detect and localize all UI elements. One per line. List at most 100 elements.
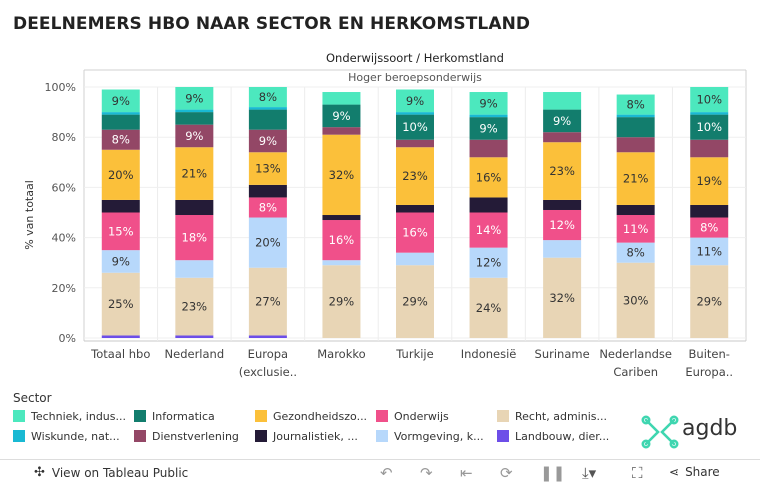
bar-segment[interactable] <box>248 197 287 218</box>
legend-item[interactable]: Wiskunde, nat... <box>13 428 120 444</box>
bar-segment[interactable] <box>248 152 287 185</box>
redo-icon[interactable]: ↷ <box>420 464 433 482</box>
bar-segment[interactable] <box>543 109 582 133</box>
bar-segment[interactable] <box>469 247 508 278</box>
bar-segment[interactable] <box>322 134 361 216</box>
bar-segment[interactable] <box>543 142 582 200</box>
legend-item[interactable]: Onderwijs <box>376 408 449 424</box>
bar-segment[interactable] <box>175 260 214 278</box>
bar-segment[interactable] <box>690 139 729 158</box>
bar-segment[interactable] <box>543 257 582 338</box>
refresh-icon[interactable]: ⟳ <box>500 464 513 482</box>
bar-segment[interactable] <box>396 114 434 140</box>
bar-segment[interactable] <box>248 109 287 130</box>
bar-segment[interactable] <box>690 157 729 205</box>
undo-icon[interactable]: ↶ <box>380 464 393 482</box>
pause-icon[interactable]: ❚❚ <box>540 464 566 482</box>
bar-segment[interactable] <box>101 335 140 338</box>
bar-segment[interactable] <box>322 104 361 128</box>
legend-item[interactable]: Informatica <box>134 408 215 424</box>
bar-segment[interactable] <box>175 87 214 110</box>
bar-segment[interactable] <box>543 209 582 241</box>
legend-item[interactable]: Vormgeving, k... <box>376 428 484 444</box>
bar-segment[interactable] <box>616 262 655 338</box>
bar-segment[interactable] <box>396 147 434 205</box>
bar-segment[interactable] <box>469 197 508 213</box>
bar-segment[interactable] <box>616 152 655 205</box>
legend-item[interactable]: Journalistiek, ... <box>255 428 358 444</box>
bar-segment[interactable] <box>396 139 434 148</box>
bar-segment[interactable] <box>175 112 214 125</box>
bar-segment[interactable] <box>616 137 655 153</box>
bar-segment[interactable] <box>175 124 214 148</box>
bar-segment[interactable] <box>322 92 361 105</box>
bar-segment[interactable] <box>690 204 729 218</box>
bar-segment[interactable] <box>543 132 582 143</box>
bar-segment[interactable] <box>101 212 140 251</box>
legend-item[interactable]: Landbouw, dier... <box>497 428 609 444</box>
bar-segment[interactable] <box>248 87 287 108</box>
bar-segment[interactable] <box>469 92 508 115</box>
legend-item[interactable]: Techniek, indus... <box>13 408 126 424</box>
download-icon[interactable]: ⤓▾ <box>582 464 597 482</box>
bar-segment[interactable] <box>101 114 140 130</box>
bar-segment[interactable] <box>690 112 729 115</box>
bar-segment[interactable] <box>175 335 214 338</box>
bar-segment[interactable] <box>690 217 729 238</box>
bar-segment[interactable] <box>175 147 214 200</box>
bar-segment[interactable] <box>248 184 287 198</box>
bar-segment[interactable] <box>248 129 287 153</box>
bar-segment[interactable] <box>396 212 434 253</box>
bar-segment[interactable] <box>101 149 140 200</box>
bar-segment[interactable] <box>616 114 655 118</box>
bar-segment[interactable] <box>101 129 140 150</box>
bar-segment[interactable] <box>101 112 140 115</box>
bar-segment[interactable] <box>396 89 434 113</box>
bar-segment[interactable] <box>690 237 729 266</box>
legend-item[interactable]: Recht, adminis... <box>497 408 607 424</box>
bar-segment[interactable] <box>469 157 508 198</box>
bar-segment[interactable] <box>322 127 361 135</box>
bar-segment[interactable] <box>101 272 140 336</box>
legend-item[interactable]: Gezondheidszo... <box>255 408 367 424</box>
bar-segment[interactable] <box>616 204 655 216</box>
bar-segment[interactable] <box>101 250 140 273</box>
bar-segment[interactable] <box>616 94 655 115</box>
bar-segment[interactable] <box>616 117 655 138</box>
share-button[interactable]: ⋖ Share <box>669 465 720 479</box>
bar-segment[interactable] <box>322 215 361 221</box>
bar-segment[interactable] <box>101 89 140 113</box>
bar-segment[interactable] <box>469 212 508 248</box>
bar-segment[interactable] <box>101 199 140 213</box>
bar-segment[interactable] <box>396 252 434 266</box>
bar-segment[interactable] <box>543 199 582 210</box>
bar-segment[interactable] <box>469 117 508 140</box>
bar-segment[interactable] <box>248 335 287 338</box>
bar-segment[interactable] <box>175 277 214 336</box>
legend-item[interactable]: Dienstverlening <box>134 428 239 444</box>
bar-segment[interactable] <box>690 114 729 140</box>
bar-segment[interactable] <box>469 277 508 338</box>
bar-segment[interactable] <box>322 220 361 261</box>
bar-segment[interactable] <box>469 139 508 158</box>
bar-segment[interactable] <box>616 215 655 243</box>
bar-segment[interactable] <box>175 199 214 216</box>
bar-segment[interactable] <box>248 217 287 268</box>
bar-segment[interactable] <box>396 204 434 213</box>
bar-segment[interactable] <box>248 107 287 110</box>
bar-segment[interactable] <box>690 87 729 113</box>
bar-segment[interactable] <box>322 260 361 266</box>
bar-segment[interactable] <box>396 265 434 338</box>
bar-segment[interactable] <box>543 240 582 258</box>
view-on-tableau-public-link[interactable]: ✣ View on Tableau Public <box>34 465 188 480</box>
bar-segment[interactable] <box>543 92 582 110</box>
fullscreen-icon[interactable]: ⛶ <box>632 464 643 482</box>
bar-segment[interactable] <box>175 215 214 261</box>
bar-segment[interactable] <box>469 114 508 118</box>
bar-segment[interactable] <box>690 265 729 338</box>
bar-segment[interactable] <box>248 267 287 336</box>
bar-segment[interactable] <box>322 265 361 338</box>
revert-icon[interactable]: ⇤ <box>460 464 473 482</box>
bar-segment[interactable] <box>616 242 655 263</box>
bar-segment[interactable] <box>175 109 214 113</box>
